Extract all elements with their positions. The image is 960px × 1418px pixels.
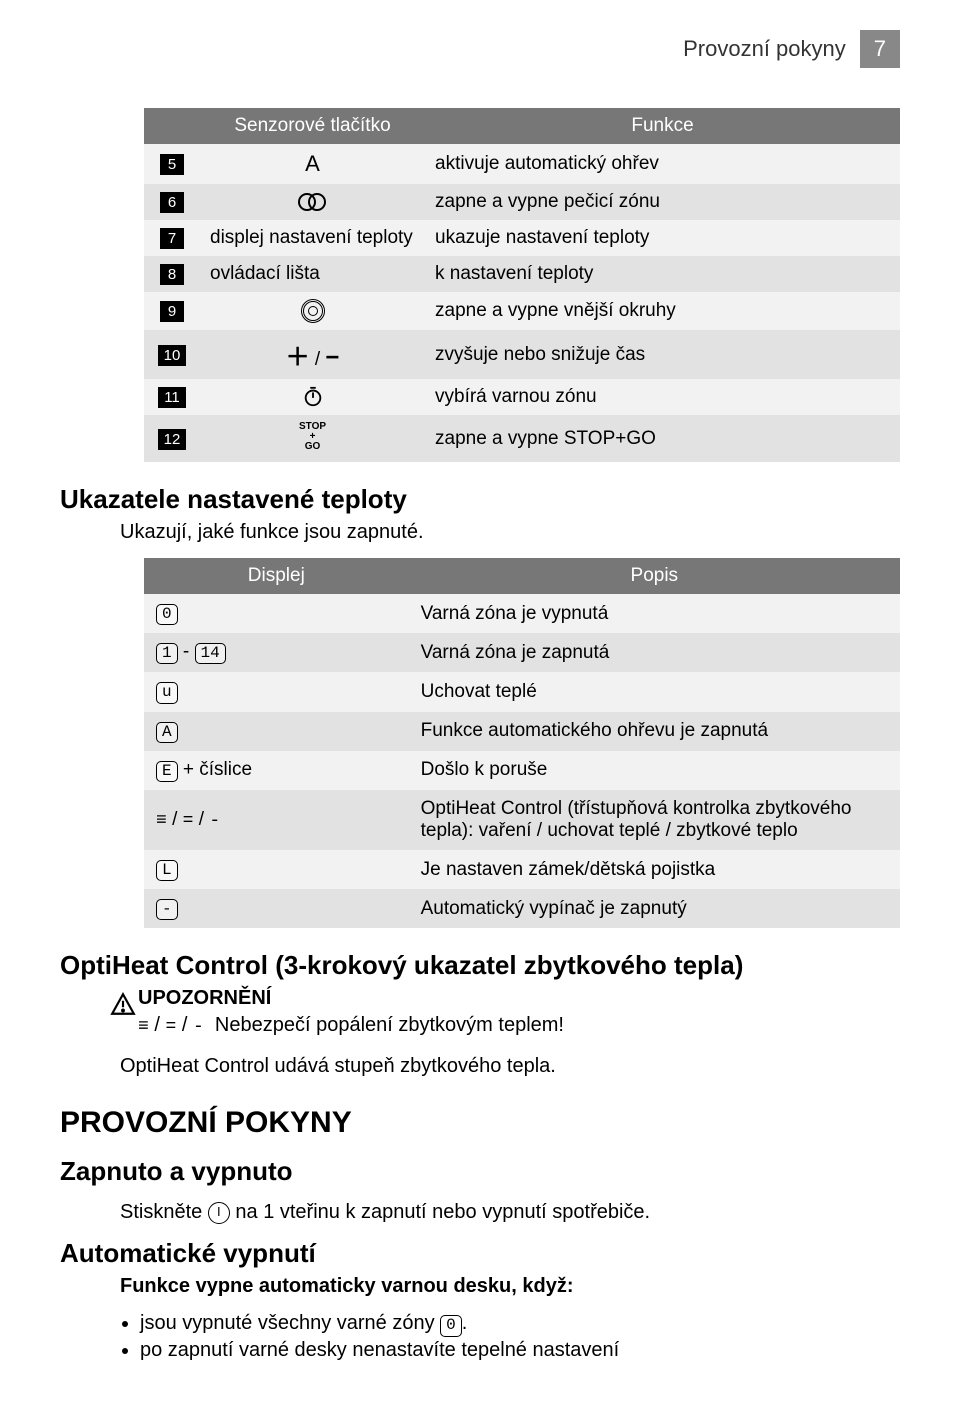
row-number: 8: [160, 264, 184, 285]
display-desc: Automatický vypínač je zapnutý: [409, 889, 900, 928]
ring-icon: [200, 292, 425, 330]
table-row: L Je nastaven zámek/dětská pojistka: [144, 850, 900, 889]
timer-icon: [200, 379, 425, 415]
optiheat-text: OptiHeat Control udává stupeň zbytkového…: [120, 1055, 900, 1078]
function-desc: zapne a vypne vnější okruhy: [425, 292, 900, 330]
table-row: 7 displej nastavení teploty ukazuje nast…: [144, 220, 900, 256]
indicators-heading: Ukazatele nastavené teploty: [60, 484, 900, 515]
optiheat-heading: OptiHeat Control (3-krokový ukazatel zby…: [60, 950, 900, 981]
provozni-heading: PROVOZNÍ POKYNY: [60, 1106, 900, 1140]
sensor-button-table: Senzorové tlačítko Funkce 5 A aktivuje a…: [144, 108, 900, 462]
table-row: 6 zapne a vypne pečicí zónu: [144, 184, 900, 220]
table-row: 12 STOP+GO zapne a vypne STOP+GO: [144, 415, 900, 462]
row-number: 6: [160, 192, 184, 213]
display-desc: OptiHeat Control (třístupňová kontrolka …: [409, 790, 900, 850]
display-desc: Došlo k poruše: [409, 751, 900, 790]
display-symbol: A: [144, 712, 409, 751]
stop-go-icon: STOP+GO: [200, 415, 425, 462]
function-desc: zapne a vypne STOP+GO: [425, 415, 900, 462]
function-desc: zvyšuje nebo snižuje čas: [425, 330, 900, 379]
plus-minus-icon: ＋ / −: [200, 330, 425, 379]
col-function: Funkce: [425, 108, 900, 144]
bullet-item: po zapnutí varné desky nenastavíte tepel…: [140, 1339, 900, 1362]
row-number: 10: [158, 345, 187, 366]
row-number: 11: [158, 387, 186, 408]
table-row: 11 vybírá varnou zónu: [144, 379, 900, 415]
function-desc: aktivuje automatický ohřev: [425, 144, 900, 184]
auto-off-bullets: jsou vypnuté všechny varné zóny 0. po za…: [140, 1312, 900, 1361]
warning-label: UPOZORNĚNÍ: [138, 987, 900, 1010]
auto-off-intro: Funkce vypne automaticky varnou desku, k…: [120, 1275, 900, 1298]
indicators-subtext: Ukazují, jaké funkce jsou zapnuté.: [120, 521, 900, 544]
display-desc: Funkce automatického ohřevu je zapnutá: [409, 712, 900, 751]
col-desc: Popis: [409, 558, 900, 594]
row-number: 7: [160, 228, 184, 249]
table-row: 1 - 14 Varná zóna je zapnutá: [144, 633, 900, 672]
display-desc: Varná zóna je zapnutá: [409, 633, 900, 672]
power-icon: I: [208, 1202, 230, 1224]
display-symbol: 0: [144, 594, 409, 633]
display-symbol: E + číslice: [144, 751, 409, 790]
table-row: - Automatický vypínač je zapnutý: [144, 889, 900, 928]
zapnuto-text: Stiskněte I na 1 vteřinu k zapnutí nebo …: [120, 1201, 900, 1224]
display-desc: Je nastaven zámek/dětská pojistka: [409, 850, 900, 889]
col-sensor: Senzorové tlačítko: [200, 108, 425, 144]
display-desc: Uchovat teplé: [409, 672, 900, 711]
page-header: Provozní pokyny 7: [60, 30, 900, 68]
display-table: Displej Popis 0 Varná zóna je vypnutá 1 …: [144, 558, 900, 928]
warning-triangle-icon: [110, 991, 138, 1022]
table-row: 0 Varná zóna je vypnutá: [144, 594, 900, 633]
row-number: 5: [160, 154, 184, 175]
display-symbol: u: [144, 672, 409, 711]
table-row: ≡ / = / ‑ OptiHeat Control (třístupňová …: [144, 790, 900, 850]
row-number: 9: [160, 301, 184, 322]
function-desc: k nastavení teploty: [425, 256, 900, 292]
table-row: 8 ovládací lišta k nastavení teploty: [144, 256, 900, 292]
zapnuto-heading: Zapnuto a vypnuto: [60, 1156, 900, 1187]
display-symbol: L: [144, 850, 409, 889]
warning-text: ≡ / = / ‑ Nebezpečí popálení zbytkovým t…: [138, 1014, 900, 1037]
display-symbol: ≡ / = / ‑: [144, 790, 409, 850]
table-row: 9 zapne a vypne vnější okruhy: [144, 292, 900, 330]
symbol-A: A: [200, 144, 425, 184]
function-desc: zapne a vypne pečicí zónu: [425, 184, 900, 220]
page-number: 7: [860, 30, 900, 68]
col-display: Displej: [144, 558, 409, 594]
warning-block: UPOZORNĚNÍ ≡ / = / ‑ Nebezpečí popálení …: [110, 987, 900, 1041]
display-symbol: 1 - 14: [144, 633, 409, 672]
table-row: E + číslice Došlo k poruše: [144, 751, 900, 790]
row-number: 12: [158, 429, 187, 450]
display-symbol: -: [144, 889, 409, 928]
function-desc: vybírá varnou zónu: [425, 379, 900, 415]
table-row: u Uchovat teplé: [144, 672, 900, 711]
auto-off-heading: Automatické vypnutí: [60, 1238, 900, 1269]
bullet-item: jsou vypnuté všechny varné zóny 0.: [140, 1312, 900, 1336]
table-row: A Funkce automatického ohřevu je zapnutá: [144, 712, 900, 751]
overlap-circles-icon: [200, 184, 425, 220]
header-title: Provozní pokyny: [683, 36, 846, 62]
display-desc: Varná zóna je vypnutá: [409, 594, 900, 633]
symbol-text: ovládací lišta: [200, 256, 425, 292]
function-desc: ukazuje nastavení teploty: [425, 220, 900, 256]
table-row: 5 A aktivuje automatický ohřev: [144, 144, 900, 184]
symbol-text: displej nastavení teploty: [200, 220, 425, 256]
table-row: 10 ＋ / − zvyšuje nebo snižuje čas: [144, 330, 900, 379]
